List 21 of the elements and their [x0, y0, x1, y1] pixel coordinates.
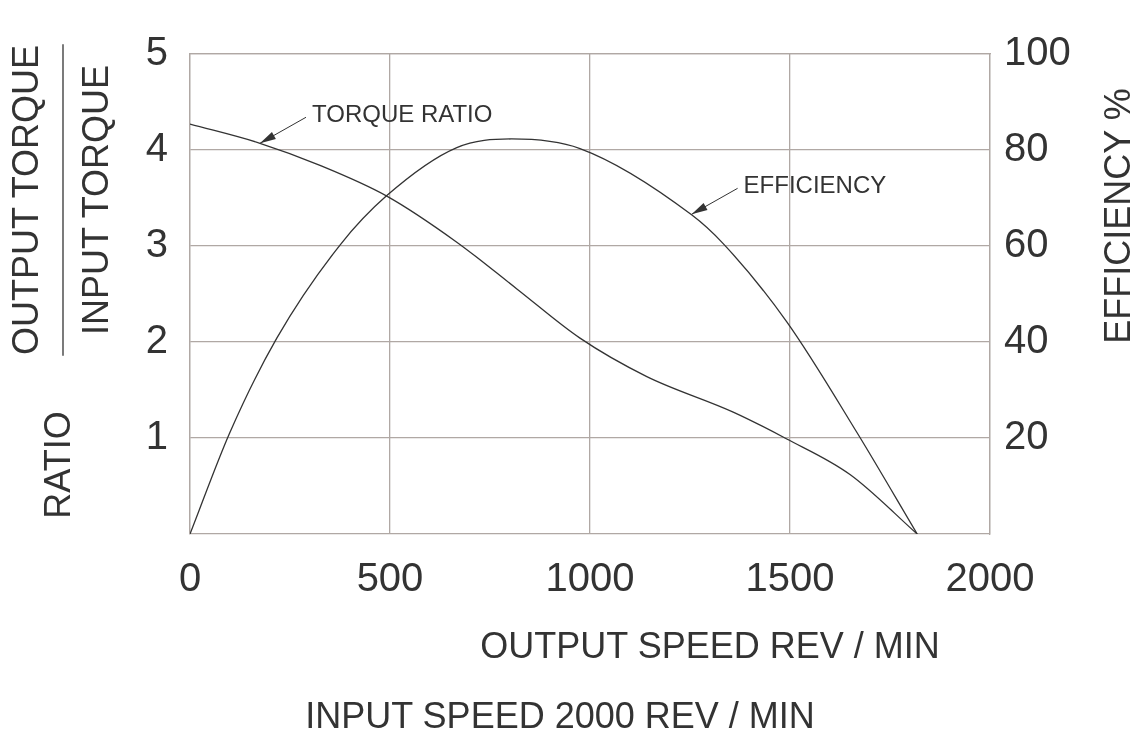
y-tick-label: 2: [145, 317, 168, 362]
y2-tick-label: 100: [1004, 29, 1071, 74]
x-tick-label: 1500: [745, 555, 835, 600]
y-tick-label: 1: [145, 413, 168, 458]
text: INPUT SPEED 2000 REV / MIN: [305, 694, 815, 736]
y2-axis-title: EFFICIENCY %: [1096, 88, 1138, 344]
x-tick-label: 500: [356, 555, 424, 600]
y2-tick-label: 20: [1004, 413, 1049, 458]
y-tick-label: 3: [145, 221, 168, 266]
annotation: EFFICIENCY: [743, 170, 887, 198]
y-tick-label: 5: [145, 29, 168, 74]
y2-tick-label: 40: [1004, 317, 1049, 362]
y2-tick-label: 60: [1004, 221, 1049, 266]
text: RATIO OUTPUT TORQUE INPUT TORQUE: [4, 44, 116, 519]
y2-tick-label: 80: [1004, 125, 1049, 170]
x-tick-label: 0: [178, 555, 202, 600]
x-axis-title: OUTPUT SPEED REV / MIN: [480, 624, 940, 666]
y-tick-label: 4: [145, 125, 168, 170]
annotation: TORQUE RATIO: [312, 99, 493, 127]
x-tick-label: 1000: [545, 555, 635, 600]
x-tick-label: 2000: [945, 555, 1035, 600]
